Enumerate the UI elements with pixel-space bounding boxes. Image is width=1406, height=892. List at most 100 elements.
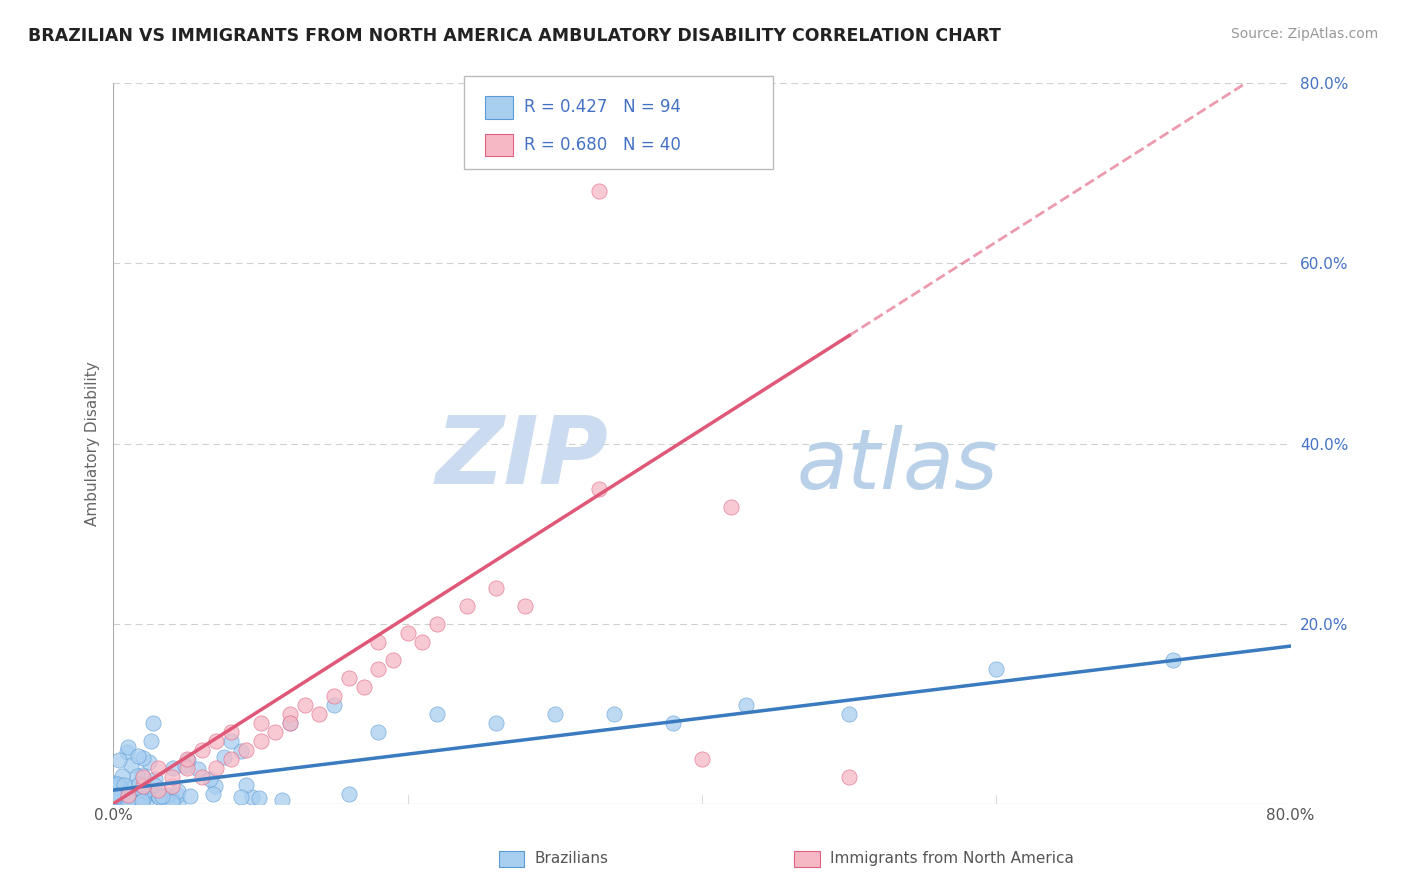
Point <box>104 789 127 804</box>
Point <box>143 787 166 801</box>
Point <box>152 795 174 809</box>
Point <box>247 791 270 805</box>
Point <box>117 793 139 807</box>
Point <box>104 789 127 803</box>
Point <box>278 706 301 721</box>
Point <box>235 742 257 756</box>
Point <box>129 794 152 808</box>
Text: Brazilians: Brazilians <box>534 851 609 865</box>
Point <box>139 734 162 748</box>
Point <box>603 706 626 721</box>
Point <box>367 724 389 739</box>
Point <box>108 790 131 805</box>
Text: Source: ZipAtlas.com: Source: ZipAtlas.com <box>1230 27 1378 41</box>
Point <box>132 751 155 765</box>
Point <box>515 599 537 613</box>
Point <box>544 706 567 721</box>
Point <box>125 769 148 783</box>
Point <box>720 500 742 514</box>
Point <box>146 789 169 803</box>
Point <box>132 770 155 784</box>
Point <box>162 779 184 793</box>
Point <box>205 733 228 747</box>
Point <box>411 634 433 648</box>
Point <box>160 792 183 806</box>
Point <box>838 770 860 784</box>
Text: Immigrants from North America: Immigrants from North America <box>830 851 1073 865</box>
Point <box>231 790 253 805</box>
Point <box>214 750 236 764</box>
Point <box>177 753 200 767</box>
Point <box>108 780 131 794</box>
Point <box>249 733 271 747</box>
Point <box>110 778 132 792</box>
Point <box>204 779 226 793</box>
Point <box>187 762 209 776</box>
Point <box>485 715 508 730</box>
Point <box>235 778 257 792</box>
Point <box>690 751 713 765</box>
Point <box>278 715 301 730</box>
Point <box>104 775 127 789</box>
Point <box>115 746 138 760</box>
Point <box>191 742 214 756</box>
Point <box>143 772 166 787</box>
Point <box>294 698 316 712</box>
Text: ZIP: ZIP <box>434 412 607 504</box>
Point <box>308 706 330 721</box>
Point <box>117 793 139 807</box>
Point <box>271 792 294 806</box>
Point <box>162 770 184 784</box>
Point <box>121 757 143 772</box>
Point <box>105 788 128 802</box>
Point <box>142 716 165 731</box>
Point <box>200 772 222 786</box>
Point <box>134 784 156 798</box>
Point <box>104 789 127 804</box>
Point <box>122 780 145 794</box>
Point <box>1161 652 1184 666</box>
Point <box>128 777 150 791</box>
Text: BRAZILIAN VS IMMIGRANTS FROM NORTH AMERICA AMBULATORY DISABILITY CORRELATION CHA: BRAZILIAN VS IMMIGRANTS FROM NORTH AMERI… <box>28 27 1001 45</box>
Point <box>127 795 149 809</box>
Point <box>150 789 173 803</box>
Point <box>143 778 166 792</box>
Point <box>735 698 758 712</box>
Point <box>426 616 449 631</box>
Point <box>219 724 242 739</box>
Point <box>367 634 389 648</box>
Point <box>104 796 127 810</box>
Point <box>838 706 860 721</box>
Point <box>167 796 190 810</box>
Point <box>205 761 228 775</box>
Point <box>131 794 153 808</box>
Point <box>588 185 610 199</box>
Point <box>176 761 198 775</box>
Point <box>176 751 198 765</box>
Point <box>162 761 184 775</box>
Point <box>120 788 142 802</box>
Point <box>337 671 360 685</box>
Point <box>104 780 127 795</box>
Point <box>146 783 169 797</box>
Point <box>135 796 157 810</box>
Point <box>108 753 131 767</box>
Point <box>145 787 167 801</box>
Point <box>104 779 127 793</box>
Point <box>661 715 683 730</box>
Point <box>117 788 139 802</box>
Point <box>323 698 346 712</box>
Point <box>105 777 128 791</box>
Point <box>108 780 131 794</box>
Point <box>240 789 263 804</box>
Point <box>353 680 375 694</box>
Point <box>129 794 152 808</box>
Point <box>264 724 287 739</box>
Point <box>588 482 610 496</box>
Point <box>104 789 127 804</box>
Point <box>138 755 160 769</box>
Point <box>117 739 139 754</box>
Point <box>191 770 214 784</box>
Point <box>986 662 1008 676</box>
Point <box>112 778 135 792</box>
